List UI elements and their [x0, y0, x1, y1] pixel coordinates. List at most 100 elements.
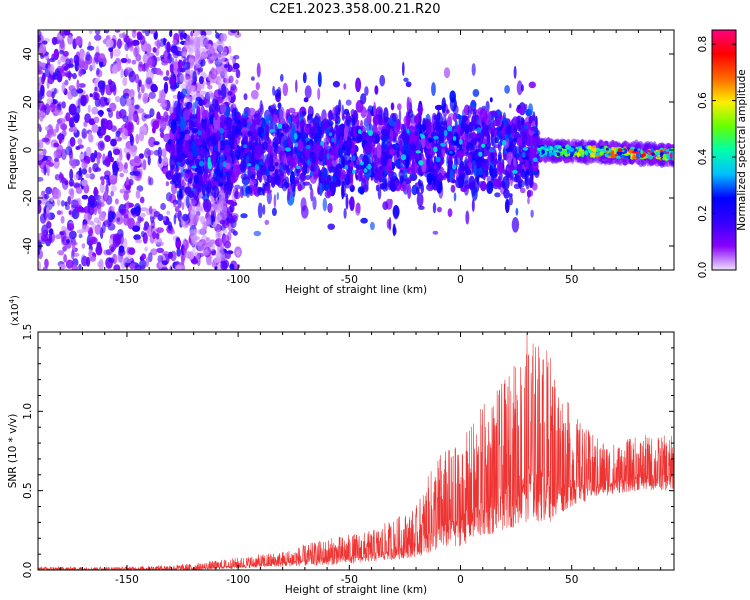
spectrogram-cell: [292, 184, 296, 198]
spectrogram-cell: [68, 117, 74, 128]
spectrogram-cell: [435, 156, 441, 163]
spectrogram-cell: [527, 163, 533, 174]
spectrogram-cell: [122, 209, 130, 219]
spectrogram-cell: [147, 225, 154, 238]
spectrogram-cell: [75, 187, 83, 194]
spectrogram-cell: [223, 183, 227, 194]
figure-title: C2E1.2023.358.00.21.R20: [269, 2, 441, 17]
spectrogram-cell: [195, 205, 200, 211]
spectrogram-cell: [68, 210, 72, 216]
spectrogram-cell: [389, 128, 394, 143]
spectrogram-cell: [260, 103, 264, 116]
spectrogram-cell: [219, 157, 223, 171]
spectrogram-cell: [200, 30, 206, 35]
spectrogram-cell: [400, 154, 407, 161]
spectrogram-cell: [88, 166, 92, 174]
spectrogram-cell: [489, 165, 493, 177]
spectrogram-cell: [54, 174, 61, 181]
spectrogram-cell: [527, 197, 530, 205]
spectrogram-cell: [133, 170, 141, 177]
spectrogram-cell: [83, 151, 87, 161]
spectrogram-cell: [51, 91, 55, 99]
spectrogram-cell: [158, 156, 162, 164]
spectrogram-cell: [171, 143, 175, 156]
spectrogram-cell: [186, 46, 192, 53]
spectrogram-cell: [116, 38, 122, 49]
spectrogram-cell: [301, 110, 306, 115]
spectrogram-cell: [220, 260, 228, 270]
spectrogram-cell: [139, 259, 147, 270]
spectrogram-cell: [517, 163, 522, 174]
spectrogram-cell: [406, 129, 410, 134]
spectrogram-cell: [166, 41, 171, 54]
spectrogram-cell: [106, 97, 111, 103]
spectrogram-cell: [217, 232, 221, 238]
spectrogram-cell: [215, 252, 223, 262]
spectrogram-cell: [38, 30, 42, 37]
spectrogram-cell: [94, 30, 101, 36]
spectrogram-cell: [105, 38, 114, 49]
spectrogram-cell: [447, 160, 453, 165]
spectrogram-cell: [202, 110, 206, 120]
spectrogram-cell: [60, 200, 65, 207]
spectrogram-cell: [54, 157, 59, 162]
spectrogram-cell: [411, 184, 418, 196]
spectrogram-cell: [188, 119, 194, 131]
spectrogram-cell: [488, 148, 495, 153]
spectrogram-cell: [220, 245, 225, 255]
spectrogram-cell: [486, 133, 491, 144]
spectrogram-cell: [247, 107, 256, 117]
spectrogram-cell: [191, 247, 196, 257]
spectrogram-cell: [236, 249, 241, 257]
spectrogram-cell: [203, 39, 208, 47]
spectrogram-cell: [88, 252, 92, 257]
spectrogram-cell: [311, 130, 314, 139]
spectrogram-cell: [60, 215, 65, 224]
spectrogram-cell: [409, 134, 418, 141]
spectrogram-cell: [46, 164, 50, 177]
spectrogram-cell: [216, 214, 222, 222]
spectrogram-cell: [140, 84, 145, 94]
spectrogram-cell: [138, 153, 144, 159]
spectrogram-cell: [232, 230, 238, 236]
spectrogram-cell: [126, 246, 131, 255]
spectrogram-cell: [81, 243, 86, 249]
spectrogram-cell: [449, 169, 454, 182]
spectrogram-cell: [406, 176, 415, 181]
spectrogram-cell: [209, 93, 214, 100]
spectrogram-cell: [235, 69, 241, 79]
spectrogram-cell: [348, 198, 353, 206]
spectrogram-cell: [358, 129, 362, 134]
spectrogram-cell: [240, 159, 247, 173]
spectrogram-cell: [277, 102, 282, 109]
spectrogram-cell: [227, 91, 233, 96]
spectrogram-cell: [506, 175, 514, 181]
spectrogram-cell: [118, 33, 125, 38]
spectrogram-cell: [284, 176, 290, 189]
spectrogram-cell: [486, 181, 494, 194]
spectrogram-cell: [504, 198, 510, 214]
spectrogram-cell: [145, 43, 152, 54]
spectrogram-cell: [327, 110, 334, 120]
spectrogram-cell: [125, 68, 129, 76]
spectrogram-cell: [45, 159, 52, 166]
spectrogram-cell: [369, 221, 375, 231]
spectrogram-cell: [89, 200, 95, 206]
spectrogram-cell: [535, 115, 538, 130]
spectrogram-cell: [295, 79, 298, 93]
spectrogram-cell: [89, 93, 93, 98]
spectrogram-cell: [80, 94, 87, 106]
spectrogram-cell: [582, 155, 588, 165]
spectrogram-cell: [75, 36, 83, 46]
spectrogram-cell: [377, 187, 382, 200]
spectrogram-cell: [465, 210, 470, 225]
spectrogram-cell: [299, 173, 307, 182]
spectrogram-cell: [194, 138, 203, 146]
spectrogram-cell: [211, 185, 220, 199]
spectrogram-cell: [355, 77, 362, 93]
spectrogram-cell: [38, 90, 43, 102]
spectrogram-cell: [61, 82, 66, 94]
spectrogram-cell: [100, 85, 105, 96]
spectrogram-cell: [267, 139, 273, 155]
spectrogram-cell: [167, 221, 173, 231]
